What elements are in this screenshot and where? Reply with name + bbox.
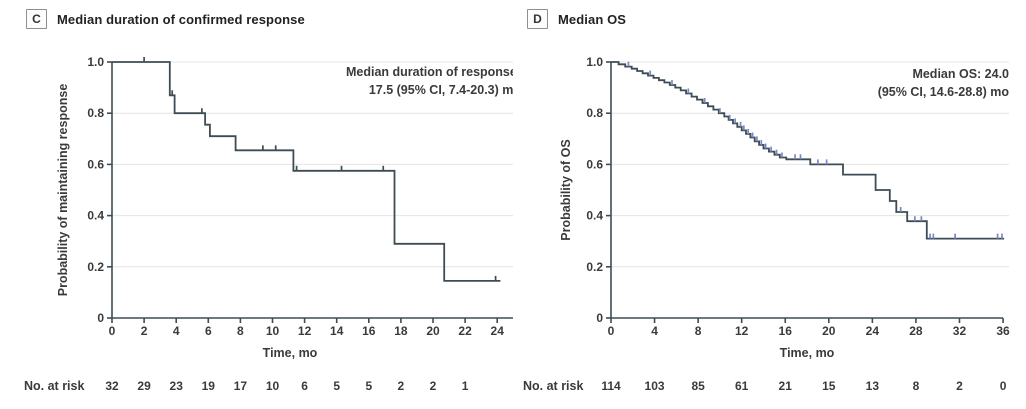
risk-count: 6 xyxy=(301,379,308,393)
annotation-line: Median duration of response: xyxy=(346,65,513,79)
km-curve xyxy=(611,61,1005,240)
risk-label: No. at risk xyxy=(24,379,84,393)
risk-count: 1 xyxy=(462,379,469,393)
x-tick-label: 0 xyxy=(109,324,116,338)
km-curve xyxy=(112,61,501,282)
risk-count: 23 xyxy=(170,379,184,393)
x-tick-label: 0 xyxy=(608,324,615,338)
risk-count: 13 xyxy=(866,379,880,393)
y-tick-label: 1.0 xyxy=(586,55,603,69)
risk-count: 19 xyxy=(202,379,216,393)
km-plot-os: 00.20.40.60.81.0011441038851261162120152… xyxy=(523,55,1010,393)
y-tick-label: 0.2 xyxy=(586,260,603,274)
x-tick-label: 14 xyxy=(330,324,344,338)
risk-count: 2 xyxy=(430,379,437,393)
y-tick-label: 0.8 xyxy=(586,106,603,120)
risk-count: 85 xyxy=(691,379,705,393)
x-tick-label: 16 xyxy=(779,324,793,338)
y-tick-label: 0.6 xyxy=(586,157,603,171)
panel-letter: C xyxy=(32,12,41,26)
risk-count: 114 xyxy=(601,379,621,393)
x-tick-label: 4 xyxy=(651,324,658,338)
x-tick-label: 18 xyxy=(394,324,408,338)
x-tick-label: 22 xyxy=(458,324,472,338)
risk-count: 21 xyxy=(779,379,793,393)
risk-count: 17 xyxy=(234,379,248,393)
risk-count: 0 xyxy=(1000,379,1007,393)
x-tick-label: 24 xyxy=(866,324,880,338)
x-tick-label: 36 xyxy=(996,324,1010,338)
x-axis-title: Time, mo xyxy=(263,346,318,360)
x-tick-label: 6 xyxy=(205,324,212,338)
risk-count: 29 xyxy=(137,379,151,393)
x-tick-label: 12 xyxy=(735,324,749,338)
risk-count: 32 xyxy=(105,379,119,393)
panel-overall-survival: D Median OS 0 0.2 0.4 0.6 0.8 1.0 0 114 4 103 8 85 1… xyxy=(513,0,1026,409)
panel-letter: D xyxy=(533,12,542,26)
risk-count: 8 xyxy=(913,379,920,393)
risk-count: 2 xyxy=(398,379,405,393)
annotation-line: (95% CI, 14.6-28.8) mo xyxy=(878,85,1010,99)
risk-label: No. at risk xyxy=(523,379,583,393)
panel-letter-badge: D xyxy=(527,9,548,29)
panel-title: Median OS xyxy=(558,11,627,27)
x-tick-label: 20 xyxy=(426,324,440,338)
y-tick-label: 0 xyxy=(97,311,104,325)
risk-count: 15 xyxy=(822,379,836,393)
risk-count: 2 xyxy=(956,379,963,393)
x-tick-label: 8 xyxy=(237,324,244,338)
panel-d-header: D Median OS xyxy=(527,9,626,29)
y-tick-label: 0.6 xyxy=(87,157,104,171)
km-plot-duration: 00.20.40.60.81.0032229423619817101012614… xyxy=(24,55,513,393)
risk-count: 103 xyxy=(645,379,665,393)
panel-letter-badge: C xyxy=(26,9,47,29)
panel-c-header: C Median duration of confirmed response xyxy=(26,9,305,29)
risk-count: 5 xyxy=(365,379,372,393)
risk-count: 61 xyxy=(735,379,749,393)
risk-count: 10 xyxy=(266,379,280,393)
x-tick-label: 10 xyxy=(266,324,280,338)
y-tick-label: 0.2 xyxy=(87,260,104,274)
y-tick-label: 0.4 xyxy=(87,209,104,223)
x-tick-label: 32 xyxy=(953,324,967,338)
x-tick-label: 2 xyxy=(141,324,148,338)
annotation-line: Median OS: 24.0 xyxy=(912,67,1009,81)
panel-title: Median duration of confirmed response xyxy=(57,11,305,27)
x-tick-label: 16 xyxy=(362,324,376,338)
x-tick-label: 12 xyxy=(298,324,312,338)
x-tick-label: 8 xyxy=(695,324,702,338)
annotation-line: 17.5 (95% CI, 7.4-20.3) mo xyxy=(369,83,513,97)
x-tick-label: 4 xyxy=(173,324,180,338)
y-tick-label: 0.4 xyxy=(586,209,603,223)
x-axis-title: Time, mo xyxy=(780,346,835,360)
x-tick-label: 28 xyxy=(909,324,923,338)
y-tick-label: 1.0 xyxy=(87,55,104,69)
panel-duration-of-response: C Median duration of confirmed response … xyxy=(24,9,513,393)
x-tick-label: 24 xyxy=(491,324,505,338)
y-tick-label: 0 xyxy=(596,311,603,325)
y-axis-title: Probability of maintaining response xyxy=(56,84,70,297)
risk-count: 5 xyxy=(333,379,340,393)
x-tick-label: 20 xyxy=(822,324,836,338)
y-tick-label: 0.8 xyxy=(87,106,104,120)
y-axis-title: Probability of OS xyxy=(559,139,573,240)
